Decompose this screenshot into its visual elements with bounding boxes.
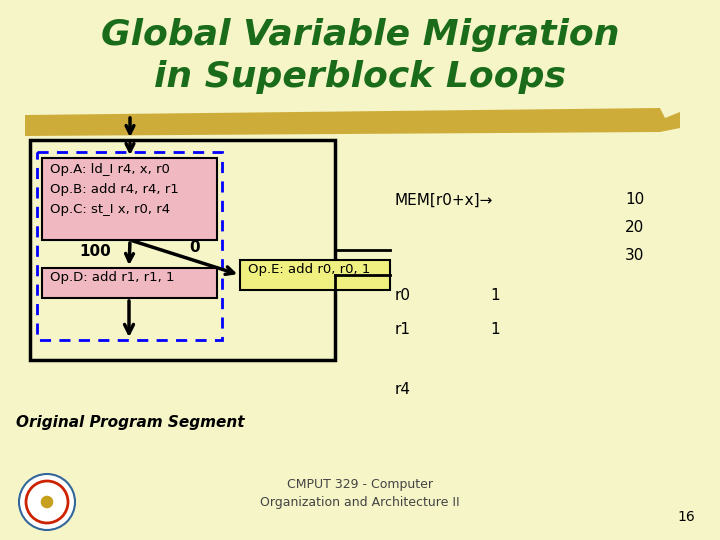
Text: r4: r4 bbox=[395, 382, 411, 397]
Text: 1: 1 bbox=[490, 322, 500, 338]
Circle shape bbox=[19, 474, 75, 530]
Text: in Superblock Loops: in Superblock Loops bbox=[154, 60, 566, 94]
Text: 20: 20 bbox=[625, 220, 644, 235]
Text: 10: 10 bbox=[625, 192, 644, 207]
Bar bbox=[30, 140, 335, 360]
Text: Original Program Segment: Original Program Segment bbox=[16, 415, 244, 430]
Text: r0: r0 bbox=[395, 287, 411, 302]
Text: Op.D: add r1, r1, 1: Op.D: add r1, r1, 1 bbox=[50, 271, 174, 284]
Text: r1: r1 bbox=[395, 322, 411, 338]
Text: Op.E: add r0, r0, 1: Op.E: add r0, r0, 1 bbox=[248, 263, 370, 276]
Bar bbox=[37, 152, 222, 340]
Text: Global Variable Migration: Global Variable Migration bbox=[101, 18, 619, 52]
Bar bbox=[42, 268, 217, 298]
Text: 30: 30 bbox=[625, 248, 644, 264]
Text: 1: 1 bbox=[490, 287, 500, 302]
Text: 100: 100 bbox=[79, 245, 111, 260]
Text: CMPUT 329 - Computer
Organization and Architecture II: CMPUT 329 - Computer Organization and Ar… bbox=[260, 478, 460, 509]
Text: 0: 0 bbox=[189, 240, 200, 254]
Text: Op.A: ld_I r4, x, r0
Op.B: add r4, r4, r1
Op.C: st_I x, r0, r4: Op.A: ld_I r4, x, r0 Op.B: add r4, r4, r… bbox=[50, 163, 179, 216]
Bar bbox=[42, 158, 217, 240]
Polygon shape bbox=[25, 108, 680, 136]
Text: 16: 16 bbox=[678, 510, 695, 524]
Bar bbox=[240, 260, 390, 290]
Circle shape bbox=[42, 496, 53, 508]
Text: MEM[r0+x]→: MEM[r0+x]→ bbox=[395, 192, 493, 207]
